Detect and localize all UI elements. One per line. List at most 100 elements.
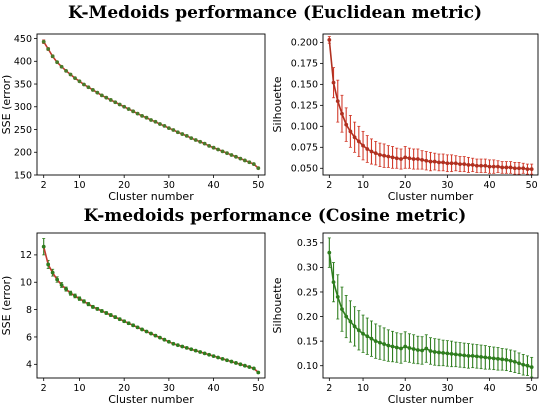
plot-frame	[322, 33, 539, 176]
data-point	[59, 283, 64, 287]
data-point	[144, 115, 149, 120]
data-point	[458, 162, 462, 166]
data-point	[437, 350, 441, 355]
data-point	[82, 299, 86, 304]
data-point	[68, 72, 73, 77]
x-tick-label: 10	[73, 383, 85, 394]
markers	[41, 39, 261, 171]
data-point	[122, 319, 127, 324]
data-point	[521, 166, 526, 171]
data-point	[55, 277, 60, 282]
data-point	[508, 165, 513, 170]
data-point	[399, 346, 403, 351]
data-point	[238, 362, 243, 367]
data-point	[131, 109, 136, 114]
x-tick-label: 2	[326, 180, 332, 191]
data-point	[504, 357, 509, 362]
y-tick-label: 350	[14, 79, 32, 90]
data-point	[162, 123, 167, 128]
data-point	[95, 90, 100, 95]
data-point	[86, 85, 91, 90]
data-point	[171, 128, 176, 132]
data-point	[234, 361, 238, 365]
data-point	[77, 296, 82, 301]
data-point	[144, 329, 149, 334]
data-point	[108, 313, 113, 317]
y-tick-label: 0.35	[297, 238, 318, 249]
data-point	[462, 162, 467, 166]
data-point	[521, 362, 526, 367]
data-point	[479, 163, 483, 168]
y-axis-label: Silhouette	[271, 277, 284, 333]
data-point	[474, 163, 479, 168]
y-tick-label: 0.25	[297, 287, 318, 298]
data-point	[449, 161, 454, 166]
data-point	[64, 68, 68, 73]
y-tick-label: 200	[14, 148, 32, 159]
data-point	[251, 162, 256, 166]
data-point	[529, 365, 534, 370]
data-point	[432, 350, 437, 354]
data-point	[441, 351, 446, 355]
data-point	[479, 354, 483, 359]
data-point	[411, 347, 416, 351]
data-point	[166, 126, 171, 131]
data-point	[73, 76, 77, 81]
data-point	[361, 143, 365, 148]
section-title-cosine: K-medoids performance (Cosine metric)	[83, 206, 467, 226]
markers	[41, 244, 261, 375]
data-point	[420, 348, 424, 353]
data-point	[378, 152, 382, 157]
y-tick-label: 4	[26, 360, 32, 371]
data-point	[327, 250, 332, 255]
error-bars	[327, 237, 534, 378]
x-axis-label: Cluster number	[388, 393, 474, 406]
data-point	[411, 157, 416, 161]
data-point	[335, 99, 340, 104]
data-point	[184, 133, 189, 138]
data-point	[251, 366, 256, 371]
data-point	[158, 122, 162, 126]
data-point	[487, 164, 492, 169]
data-point	[517, 166, 521, 171]
data-point	[256, 166, 261, 171]
data-point	[420, 157, 424, 162]
y-tick-label: 8	[26, 305, 32, 316]
x-tick-label: 50	[252, 180, 264, 191]
data-point	[386, 154, 391, 159]
x-tick-label: 40	[208, 180, 220, 191]
data-point	[441, 160, 446, 165]
data-point	[46, 47, 51, 51]
data-point	[171, 341, 176, 346]
data-point	[198, 139, 203, 144]
data-point	[149, 331, 153, 336]
x-axis-label: Cluster number	[388, 190, 474, 203]
y-tick-label: 0.30	[297, 263, 318, 274]
data-point	[428, 159, 433, 164]
data-point	[424, 158, 429, 163]
data-point	[445, 351, 450, 356]
data-point	[470, 163, 475, 167]
x-tick-label: 40	[208, 383, 220, 394]
data-point	[86, 302, 91, 307]
data-point	[64, 287, 68, 291]
data-point	[394, 156, 399, 161]
y-tick-label: 0.150	[291, 80, 318, 91]
data-point	[352, 135, 357, 140]
data-point	[234, 154, 238, 159]
y-tick-label: 0.100	[291, 122, 318, 133]
data-point	[453, 352, 458, 357]
data-point	[491, 356, 496, 361]
x-tick-label: 10	[357, 383, 369, 394]
data-point	[407, 346, 412, 350]
data-point	[365, 334, 370, 339]
data-point	[55, 60, 60, 65]
data-point	[394, 345, 399, 350]
data-point	[153, 119, 158, 124]
data-point	[382, 153, 387, 158]
x-axis-label: Cluster number	[108, 393, 194, 406]
data-point	[529, 167, 534, 172]
data-point	[68, 291, 73, 296]
data-point	[403, 344, 408, 349]
